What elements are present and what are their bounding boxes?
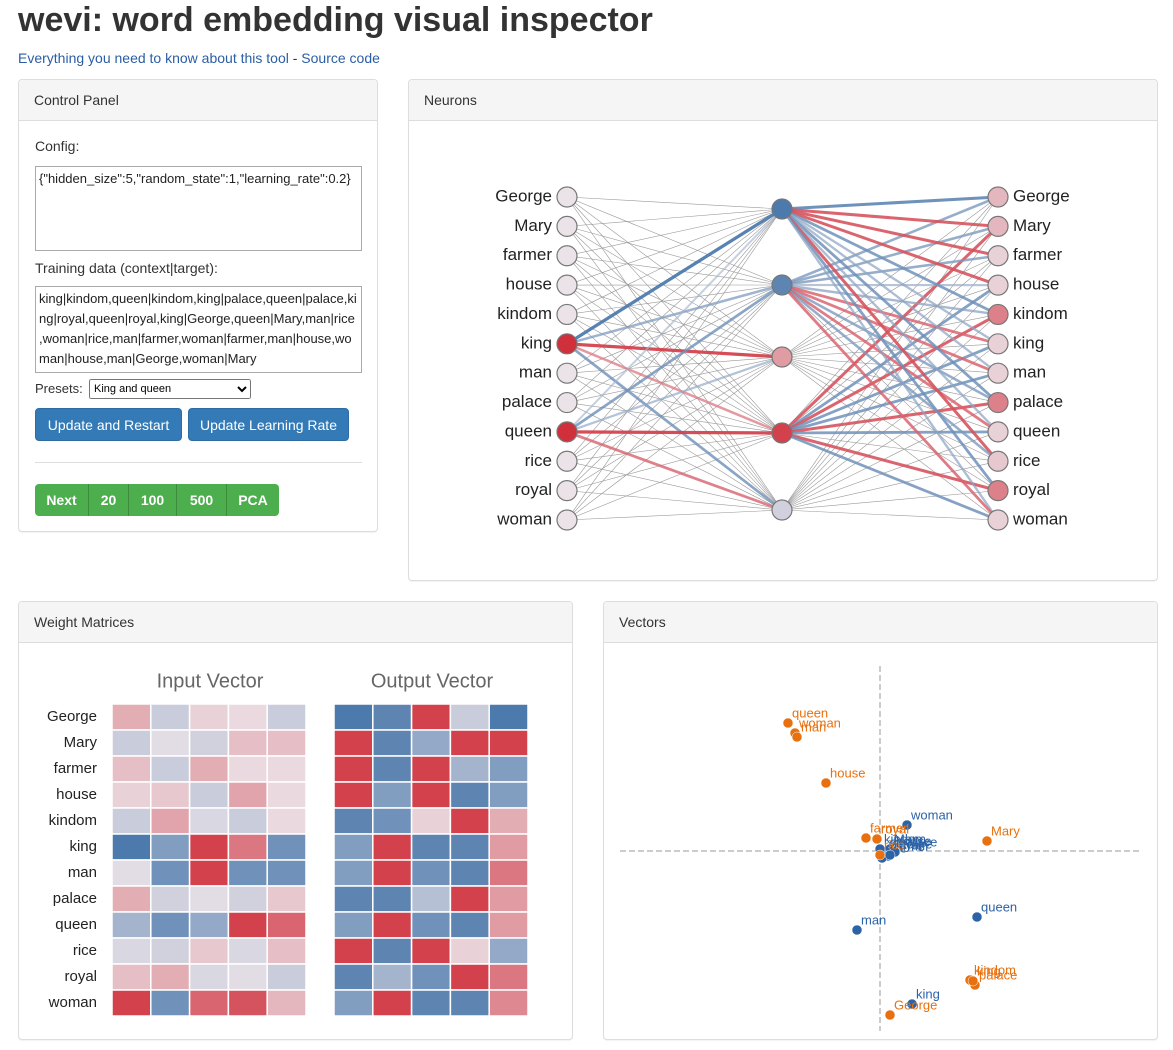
update-rate-button[interactable]: Update Learning Rate (188, 408, 349, 441)
separator: - (292, 50, 298, 66)
config-input[interactable]: {"hidden_size":5,"random_state":1,"learn… (35, 166, 362, 251)
panel-heading: Vectors (604, 602, 1157, 643)
page-title: wevi: word embedding visual inspector (18, 1, 653, 39)
weights-panel: Weight Matrices (18, 601, 573, 1040)
about-link[interactable]: Everything you need to know about this t… (18, 50, 289, 66)
source-link[interactable]: Source code (301, 50, 380, 66)
step-button[interactable]: 20 (89, 484, 129, 516)
step-button[interactable]: 100 (129, 484, 177, 516)
training-label: Training data (context|target): (35, 260, 218, 276)
step-button[interactable]: PCA (227, 484, 279, 516)
panel-heading: Weight Matrices (19, 602, 572, 643)
step-button[interactable]: 500 (177, 484, 227, 516)
panel-heading: Neurons (409, 80, 1157, 121)
config-label: Config: (35, 138, 80, 154)
presets-label: Presets: (35, 381, 83, 396)
step-buttons: Next 20 100 500 PCA (35, 484, 279, 516)
control-panel: Control Panel Config: {"hidden_size":5,"… (18, 79, 378, 532)
neurons-panel: Neurons (408, 79, 1158, 581)
divider (35, 462, 362, 463)
update-restart-button[interactable]: Update and Restart (35, 408, 182, 441)
vectors-panel: Vectors (603, 601, 1158, 1040)
links: Everything you need to know about this t… (18, 50, 380, 66)
presets-select[interactable]: King and queen (89, 379, 251, 399)
step-button[interactable]: Next (35, 484, 89, 516)
panel-heading: Control Panel (19, 80, 377, 121)
training-input[interactable]: king|kindom,queen|kindom,king|palace,que… (35, 286, 362, 373)
